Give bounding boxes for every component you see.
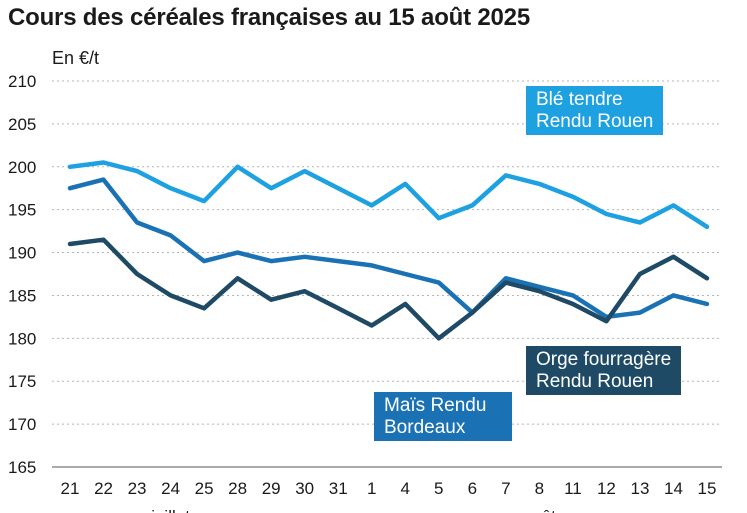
month-labels: juillet août — [150, 507, 556, 513]
x-tick-label: 23 — [128, 479, 147, 498]
x-tick-label: 14 — [664, 479, 683, 498]
x-tick-label: 29 — [262, 479, 281, 498]
series-label-orge: Orge fourragère Rendu Rouen — [526, 346, 682, 395]
y-tick-label: 175 — [8, 372, 36, 391]
x-tick-label: 21 — [61, 479, 80, 498]
x-tick-label: 8 — [535, 479, 544, 498]
y-axis-unit-label: En €/t — [52, 48, 100, 68]
month-label: août — [523, 507, 556, 513]
y-tick-label: 200 — [8, 158, 36, 177]
x-axis-ticks: 21 22 23 24 25 28 29 30 31 1 4 5 6 7 8 11 12 13 14 15 — [61, 479, 717, 498]
series-label-line: Orge fourragère — [536, 349, 672, 370]
x-tick-label: 22 — [94, 479, 113, 498]
x-tick-label: 28 — [228, 479, 247, 498]
y-axis-ticks: 165 170 175 180 185 190 195 200 205 210 — [8, 72, 36, 477]
x-tick-label: 6 — [468, 479, 477, 498]
x-tick-label: 25 — [195, 479, 214, 498]
x-tick-label: 13 — [630, 479, 649, 498]
series-label-ble-tendre: Blé tendre Rendu Rouen — [526, 86, 664, 135]
x-tick-label: 30 — [295, 479, 314, 498]
y-tick-label: 210 — [8, 72, 36, 91]
series-label-mais: Maïs Rendu Bordeaux — [374, 392, 513, 441]
y-tick-label: 190 — [8, 244, 36, 263]
y-tick-label: 185 — [8, 286, 36, 305]
y-tick-label: 180 — [8, 329, 36, 348]
series-line-1 — [67, 177, 710, 320]
series-lines — [67, 160, 710, 341]
month-label: juillet — [150, 507, 190, 513]
series-label-line: Rendu Rouen — [536, 111, 654, 132]
x-tick-label: 1 — [367, 479, 376, 498]
x-tick-label: 12 — [597, 479, 616, 498]
x-tick-label: 15 — [698, 479, 717, 498]
series-line-2 — [67, 237, 710, 341]
x-tick-label: 7 — [501, 479, 510, 498]
y-tick-label: 165 — [8, 458, 36, 477]
y-tick-label: 195 — [8, 201, 36, 220]
x-tick-label: 5 — [434, 479, 443, 498]
x-tick-label: 31 — [329, 479, 348, 498]
chart-title: Cours des céréales françaises au 15 août… — [8, 4, 530, 31]
series-label-line: Blé tendre — [536, 89, 623, 110]
series-label-line: Bordeaux — [384, 417, 466, 438]
x-tick-label: 4 — [401, 479, 410, 498]
y-tick-label: 205 — [8, 115, 36, 134]
series-line-0 — [67, 160, 710, 230]
x-tick-label: 24 — [161, 479, 180, 498]
series-label-line: Rendu Rouen — [536, 371, 654, 392]
y-tick-label: 170 — [8, 415, 36, 434]
series-label-line: Maïs Rendu — [384, 395, 487, 416]
x-tick-label: 11 — [564, 479, 582, 498]
